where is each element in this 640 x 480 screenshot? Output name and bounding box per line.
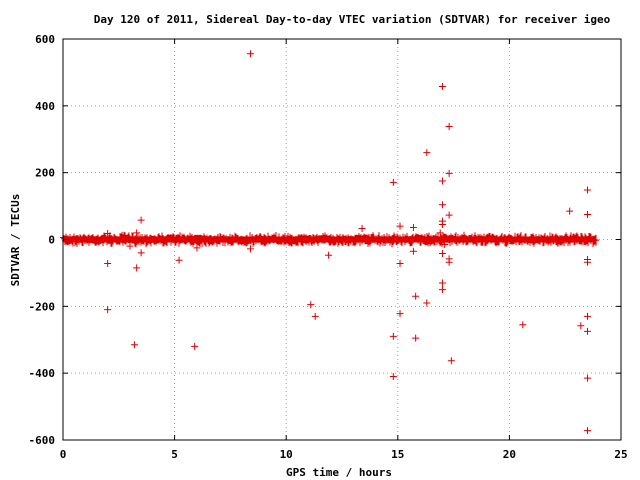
dense-data-band (60, 231, 599, 248)
data-points (104, 50, 592, 435)
y-tick-label: -200 (29, 300, 56, 313)
data-point (438, 250, 446, 258)
data-point (389, 373, 397, 381)
dense-band-markers (60, 231, 599, 248)
data-point (519, 321, 527, 329)
data-point (130, 341, 138, 349)
data-point (412, 334, 420, 342)
data-point (445, 123, 453, 131)
data-point (584, 374, 592, 382)
data-point (246, 50, 254, 58)
data-point (584, 258, 592, 266)
data-point (584, 327, 592, 335)
axis-ticks: 0 5 10 15 20 25 600 400 200 0 -200 -400 -600 (29, 33, 628, 461)
y-tick-label: 600 (35, 33, 55, 46)
data-point (409, 223, 417, 231)
data-point (311, 312, 319, 320)
data-point (438, 82, 446, 90)
data-point (447, 357, 455, 365)
x-tick-label: 20 (503, 448, 516, 461)
data-point (175, 256, 183, 264)
y-tick-label: -600 (29, 434, 56, 447)
data-point (193, 244, 201, 252)
data-point (441, 241, 449, 249)
data-point (358, 224, 366, 232)
data-point (104, 229, 112, 237)
data-point (438, 279, 446, 287)
data-point (412, 292, 420, 300)
data-point (438, 286, 446, 294)
data-point (137, 216, 145, 224)
chart-title: Day 120 of 2011, Sidereal Day-to-day VTE… (94, 13, 611, 26)
y-axis-label: SDTVAR / TECUs (9, 194, 22, 287)
data-point (566, 207, 574, 215)
x-tick-label: 0 (60, 448, 67, 461)
data-point (133, 229, 141, 237)
data-point (307, 301, 315, 309)
x-tick-label: 10 (280, 448, 293, 461)
data-point (396, 222, 404, 230)
data-point (423, 149, 431, 157)
data-point (104, 260, 112, 268)
data-point (423, 299, 431, 307)
data-point (389, 332, 397, 340)
data-point (438, 201, 446, 209)
data-point (445, 258, 453, 266)
data-point (396, 310, 404, 318)
data-point (137, 249, 145, 257)
data-point (389, 178, 397, 186)
data-point (438, 220, 446, 228)
data-point (445, 211, 453, 219)
y-tick-label: -400 (29, 367, 56, 380)
data-point (325, 251, 333, 259)
data-point (584, 210, 592, 218)
data-point (104, 306, 112, 314)
data-point (584, 312, 592, 320)
data-point (584, 186, 592, 194)
x-tick-label: 5 (171, 448, 178, 461)
data-point (409, 247, 417, 255)
data-point (246, 245, 254, 253)
data-point (584, 427, 592, 435)
data-point (445, 169, 453, 177)
data-point (396, 260, 404, 268)
data-point (577, 322, 585, 330)
y-tick-label: 200 (35, 167, 55, 180)
data-point (438, 177, 446, 185)
data-point (126, 242, 134, 250)
data-point (191, 342, 199, 350)
x-tick-label: 25 (614, 448, 627, 461)
x-tick-label: 15 (391, 448, 404, 461)
x-axis-label: GPS time / hours (286, 466, 392, 479)
data-point (436, 229, 444, 237)
data-point (133, 264, 141, 272)
y-tick-label: 400 (35, 100, 55, 113)
y-tick-label: 0 (48, 234, 55, 247)
